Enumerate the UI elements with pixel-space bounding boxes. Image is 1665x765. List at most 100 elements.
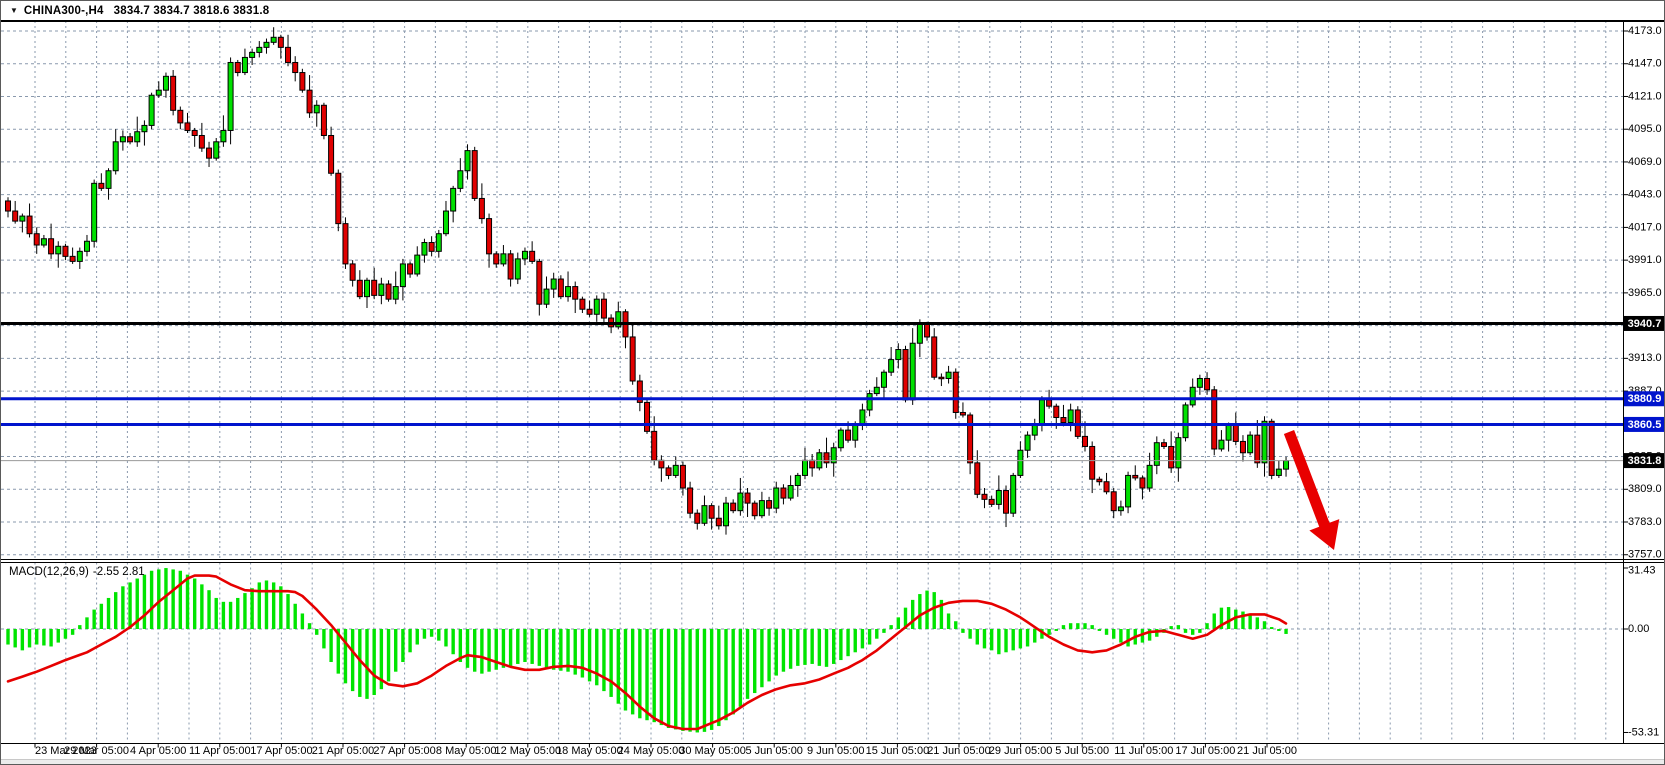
- macd-bar: [724, 629, 728, 721]
- candle: [213, 138, 220, 161]
- price-tick-label: 3991.0: [1628, 254, 1662, 266]
- macd-bar: [6, 629, 10, 645]
- macd-bar: [566, 629, 570, 672]
- macd-axis[interactable]: 31.43 0.00 -53.31: [1623, 564, 1659, 738]
- macd-bar: [530, 629, 534, 664]
- down-arrow-annotation[interactable]: [1283, 430, 1340, 550]
- macd-bar: [264, 580, 269, 629]
- macd-bar: [1284, 629, 1288, 634]
- candle-body: [320, 104, 327, 136]
- macd-bar: [573, 629, 577, 675]
- candle-body: [967, 414, 974, 464]
- macd-bar: [760, 629, 764, 688]
- time-tick-label: 24 May 05:00: [618, 745, 685, 757]
- candle-body: [823, 452, 830, 464]
- macd-bar: [178, 570, 183, 629]
- macd-bar: [1226, 607, 1231, 629]
- candle-body: [1003, 490, 1010, 514]
- candle-body: [773, 487, 780, 509]
- candle: [428, 236, 435, 257]
- candle-body: [1275, 468, 1282, 476]
- candle: [1182, 402, 1189, 442]
- macd-bar: [623, 629, 628, 711]
- macd-bar: [889, 625, 893, 629]
- macd-bar: [78, 625, 82, 629]
- candle: [349, 260, 356, 287]
- macd-bar: [645, 629, 649, 721]
- candle-body: [593, 298, 600, 315]
- candle-body: [450, 187, 457, 212]
- candle: [1247, 431, 1254, 456]
- macd-bar: [243, 593, 247, 629]
- candle-body: [845, 429, 852, 441]
- candle: [62, 243, 69, 261]
- candle-body: [421, 242, 428, 256]
- candle: [1160, 438, 1167, 449]
- candle-body: [909, 342, 916, 401]
- candle-body: [306, 89, 313, 114]
- candle: [1096, 476, 1103, 486]
- candle-body: [19, 215, 26, 222]
- candle-body: [464, 150, 471, 172]
- candle-body: [830, 447, 837, 464]
- candle: [486, 213, 493, 268]
- candle: [371, 267, 378, 300]
- candle: [162, 72, 169, 98]
- candle-body: [543, 288, 550, 305]
- macd-bar: [1004, 629, 1008, 653]
- macd-bar: [214, 597, 218, 629]
- candle-body: [1110, 491, 1117, 512]
- candle: [342, 217, 349, 269]
- candle-body: [1153, 442, 1160, 466]
- macd-bar: [473, 629, 477, 672]
- candle: [26, 203, 33, 238]
- candle-body: [572, 286, 579, 300]
- candle-body: [1196, 377, 1203, 388]
- candle-body: [105, 170, 112, 189]
- candle: [1074, 406, 1081, 439]
- candle-body: [162, 75, 169, 91]
- candle-body: [873, 386, 880, 395]
- macd-bar: [1040, 629, 1044, 639]
- macd-bar: [1248, 613, 1252, 629]
- macd-bar: [192, 578, 197, 629]
- candle-body: [794, 474, 801, 486]
- candle: [1168, 431, 1175, 473]
- macd-bar: [1212, 613, 1216, 629]
- time-tick-label: 18 May 05:00: [556, 745, 623, 757]
- candle: [880, 369, 887, 399]
- candle: [565, 271, 572, 302]
- time-tick-label: 17 Jul 05:00: [1175, 745, 1235, 757]
- macd-bar: [616, 629, 620, 704]
- macd-bar: [875, 629, 879, 639]
- symbol-dropdown-icon[interactable]: ▼: [10, 6, 18, 15]
- candle: [715, 505, 722, 530]
- macd-bar: [753, 629, 757, 694]
- candle-body: [1247, 434, 1254, 454]
- candle-body: [177, 109, 184, 124]
- price-tick-label: 3757.0: [1628, 549, 1662, 561]
- macd-bar: [250, 588, 254, 629]
- macd-bar: [300, 613, 305, 629]
- macd-bar: [35, 629, 39, 645]
- candle: [119, 130, 126, 151]
- candle-body: [1053, 405, 1060, 419]
- macd-bar: [1176, 625, 1181, 629]
- panel-frame: [1, 21, 1664, 744]
- candle-body: [277, 36, 284, 48]
- macd-indicator-values: -2.55 2.81: [92, 566, 145, 578]
- macd-bar: [135, 578, 139, 629]
- candle-body: [170, 75, 177, 111]
- candle: [1146, 452, 1153, 492]
- macd-bar: [379, 629, 384, 690]
- macd-bar: [1183, 629, 1188, 633]
- macd-bar: [480, 629, 484, 674]
- macd-bar: [207, 590, 211, 629]
- candle-body: [234, 61, 241, 74]
- candle: [191, 127, 198, 147]
- candle-body: [1283, 460, 1290, 470]
- candle-body: [730, 502, 737, 512]
- candle: [536, 258, 543, 316]
